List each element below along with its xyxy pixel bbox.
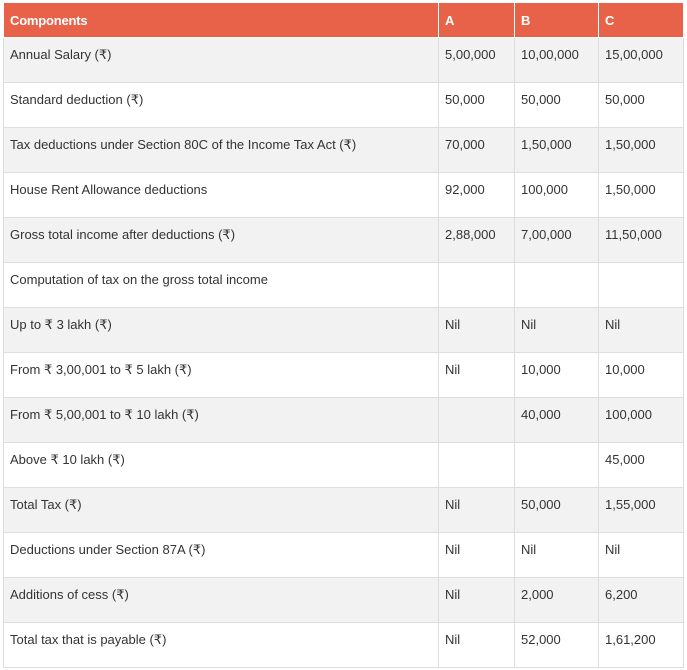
cell-component: Total tax that is payable (₹) (3, 622, 439, 668)
header-b: B (514, 2, 599, 38)
header-components: Components (3, 2, 439, 38)
header-a: A (438, 2, 515, 38)
cell-a: 2,88,000 (438, 217, 515, 263)
cell-component: From ₹ 3,00,001 to ₹ 5 lakh (₹) (3, 352, 439, 398)
cell-b: 50,000 (514, 487, 599, 533)
cell-c: 1,50,000 (598, 172, 684, 218)
table-row: Tax deductions under Section 80C of the … (3, 127, 684, 173)
cell-component: Total Tax (₹) (3, 487, 439, 533)
cell-c: 1,55,000 (598, 487, 684, 533)
cell-b: 50,000 (514, 82, 599, 128)
table-header: Components A B C (3, 2, 684, 38)
table-row: Gross total income after deductions (₹) 2… (3, 217, 684, 263)
cell-b (514, 262, 599, 308)
tax-table-container: Components A B C Annual Salary (₹) 5,00,0… (3, 2, 684, 668)
cell-c: 45,000 (598, 442, 684, 488)
cell-b: 7,00,000 (514, 217, 599, 263)
table-row: Above ₹ 10 lakh (₹) 45,000 (3, 442, 684, 488)
table-row: Additions of cess (₹) Nil 2,000 6,200 (3, 577, 684, 623)
table-row: Total tax that is payable (₹) Nil 52,000 1,… (3, 622, 684, 668)
cell-a (438, 262, 515, 308)
cell-a: 5,00,000 (438, 37, 515, 83)
cell-c: 15,00,000 (598, 37, 684, 83)
header-row: Components A B C (3, 2, 684, 38)
cell-a: 92,000 (438, 172, 515, 218)
cell-a: Nil (438, 352, 515, 398)
table-row: Computation of tax on the gross total in… (3, 262, 684, 308)
cell-a: 70,000 (438, 127, 515, 173)
table-body: Annual Salary (₹) 5,00,000 10,00,000 15,00,… (3, 37, 684, 668)
cell-a: 50,000 (438, 82, 515, 128)
cell-b: Nil (514, 307, 599, 353)
cell-c: 11,50,000 (598, 217, 684, 263)
cell-component: House Rent Allowance deductions (3, 172, 439, 218)
cell-component: Deductions under Section 87A (₹) (3, 532, 439, 578)
cell-component: Up to ₹ 3 lakh (₹) (3, 307, 439, 353)
cell-c (598, 262, 684, 308)
cell-b: 52,000 (514, 622, 599, 668)
cell-component: Computation of tax on the gross total in… (3, 262, 439, 308)
cell-c: Nil (598, 307, 684, 353)
cell-c: 6,200 (598, 577, 684, 623)
tax-computation-table: Components A B C Annual Salary (₹) 5,00,0… (3, 2, 684, 668)
cell-a (438, 442, 515, 488)
cell-c: 1,50,000 (598, 127, 684, 173)
cell-a: Nil (438, 487, 515, 533)
cell-c: 100,000 (598, 397, 684, 443)
cell-b: Nil (514, 532, 599, 578)
table-row: House Rent Allowance deductions 92,000 100… (3, 172, 684, 218)
table-row: Deductions under Section 87A (₹) Nil Nil Ni… (3, 532, 684, 578)
cell-a: Nil (438, 577, 515, 623)
cell-c: Nil (598, 532, 684, 578)
table-row: Annual Salary (₹) 5,00,000 10,00,000 15,00,… (3, 37, 684, 83)
cell-a: Nil (438, 307, 515, 353)
cell-component: From ₹ 5,00,001 to ₹ 10 lakh (₹) (3, 397, 439, 443)
cell-component: Above ₹ 10 lakh (₹) (3, 442, 439, 488)
cell-b: 10,000 (514, 352, 599, 398)
cell-component: Standard deduction (₹) (3, 82, 439, 128)
cell-component: Additions of cess (₹) (3, 577, 439, 623)
cell-b (514, 442, 599, 488)
cell-b: 40,000 (514, 397, 599, 443)
table-row: Standard deduction (₹) 50,000 50,000 50,000 (3, 82, 684, 128)
cell-component: Gross total income after deductions (₹) (3, 217, 439, 263)
cell-b: 10,00,000 (514, 37, 599, 83)
header-c: C (598, 2, 684, 38)
cell-c: 10,000 (598, 352, 684, 398)
table-row: From ₹ 5,00,001 to ₹ 10 lakh (₹) 40,000 10… (3, 397, 684, 443)
cell-c: 1,61,200 (598, 622, 684, 668)
cell-a: Nil (438, 622, 515, 668)
cell-c: 50,000 (598, 82, 684, 128)
cell-a: Nil (438, 532, 515, 578)
cell-component: Annual Salary (₹) (3, 37, 439, 83)
table-row: From ₹ 3,00,001 to ₹ 5 lakh (₹) Nil 10,000… (3, 352, 684, 398)
cell-a (438, 397, 515, 443)
cell-b: 100,000 (514, 172, 599, 218)
table-row: Total Tax (₹) Nil 50,000 1,55,000 (3, 487, 684, 533)
cell-component: Tax deductions under Section 80C of the … (3, 127, 439, 173)
table-row: Up to ₹ 3 lakh (₹) Nil Nil Nil (3, 307, 684, 353)
cell-b: 1,50,000 (514, 127, 599, 173)
cell-b: 2,000 (514, 577, 599, 623)
